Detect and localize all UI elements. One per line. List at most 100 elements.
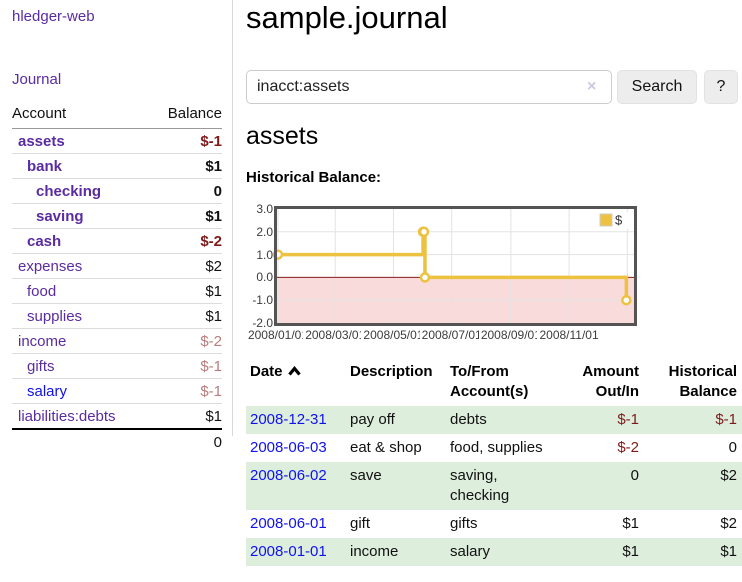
sidebar-item-journal[interactable]: Journal — [12, 71, 62, 88]
x-tick-label: 2008/01/01 — [245, 328, 310, 342]
account-link-gifts[interactable]: gifts — [27, 357, 55, 375]
y-tick-label: 0.0 — [256, 270, 273, 285]
y-tick-label: 2.0 — [256, 224, 273, 239]
accounts-table-header: Account Balance — [12, 101, 222, 129]
x-tick-label: 2008/07/01 — [419, 328, 484, 342]
account-row: expenses $2 — [12, 254, 222, 279]
column-header-description[interactable]: Description — [350, 363, 433, 380]
transaction-date-link[interactable]: 2008-01-01 — [250, 543, 327, 560]
account-balance: $1 — [205, 157, 222, 175]
account-row: bank $1 — [12, 154, 222, 179]
account-link-liabilities-debts[interactable]: liabilities:debts — [18, 407, 116, 425]
account-link-bank[interactable]: bank — [27, 157, 63, 175]
transaction-date-cell: 2008-12-31 — [246, 406, 346, 434]
page-title: sample.journal — [246, 0, 448, 35]
account-row: saving $1 — [12, 204, 222, 229]
transaction-amount: $-2 — [617, 439, 639, 456]
account-row: supplies $1 — [12, 304, 222, 329]
transaction-row: 2008-01-01 income salary $1 $1 — [246, 538, 742, 566]
transactions-header-row: Date Description To/From Account(s) Amou… — [246, 358, 742, 406]
app-brand-link[interactable]: hledger-web — [12, 8, 95, 25]
account-balance: $-2 — [200, 332, 222, 350]
account-balance: $1 — [205, 307, 222, 325]
main-content: sample.journal × Search ? assets Histori… — [245, 0, 742, 582]
account-link-cash[interactable]: cash — [27, 232, 62, 250]
account-link-assets[interactable]: assets — [18, 132, 65, 150]
transaction-row: 2008-06-03 eat & shop food, supplies $-2 0 — [246, 434, 742, 462]
account-link-food[interactable]: food — [27, 282, 57, 300]
transaction-amount: $-1 — [617, 411, 639, 428]
transaction-row: 2008-06-02 save saving, checking 0 $2 — [246, 462, 742, 510]
clear-search-icon[interactable]: × — [587, 78, 597, 95]
transaction-accounts: salary — [450, 543, 491, 560]
account-balance: $1 — [205, 407, 222, 425]
search-button[interactable]: Search — [617, 70, 697, 104]
chart-title: Historical Balance: — [246, 169, 382, 186]
transaction-date-cell: 2008-06-02 — [246, 462, 346, 510]
data-point-marker — [621, 294, 632, 306]
account-balance: $-1 — [200, 357, 222, 375]
account-balance: $2 — [205, 257, 222, 275]
accounts-list: assets $-1 bank $1 checking 0 saving $1 cash $-2 e… — [12, 129, 222, 428]
account-link-salary[interactable]: salary — [27, 382, 68, 400]
column-header-amount[interactable]: Amount Out/In — [582, 363, 639, 400]
y-tick-label: -1.0 — [252, 293, 273, 308]
transaction-description: save — [350, 467, 382, 484]
account-balance: $1 — [205, 282, 222, 300]
y-tick-label: 3.0 — [256, 202, 273, 216]
account-row: assets $-1 — [12, 129, 222, 154]
legend-swatch — [599, 213, 613, 227]
account-link-income[interactable]: income — [18, 332, 67, 350]
account-link-saving[interactable]: saving — [36, 207, 84, 225]
account-balance: 0 — [213, 182, 222, 200]
column-header-date[interactable]: Date — [246, 358, 346, 406]
transaction-date-link[interactable]: 2008-06-01 — [250, 515, 327, 532]
data-point-marker — [418, 226, 430, 238]
account-balance: $-2 — [200, 232, 222, 250]
transaction-accounts: food, supplies — [450, 439, 543, 456]
account-row: income $-2 — [12, 329, 222, 354]
transaction-balance: 0 — [728, 439, 737, 456]
accounts-total: 0 — [12, 428, 222, 456]
plot-border — [274, 206, 637, 326]
transaction-description: income — [350, 543, 399, 560]
transaction-amount: 0 — [630, 467, 639, 484]
transaction-amount: $1 — [622, 543, 639, 560]
transaction-balance: $-1 — [715, 411, 737, 428]
transaction-date-cell: 2008-06-01 — [246, 510, 346, 538]
chart-plot-area: $ — [272, 206, 637, 326]
transaction-date-link[interactable]: 2008-06-02 — [250, 467, 327, 484]
account-balance: $1 — [205, 207, 222, 225]
transaction-description: gift — [350, 515, 371, 532]
x-tick-label: 2008/11/01 — [537, 328, 602, 342]
sidebar: hledger-web Journal Account Balance asse… — [0, 0, 233, 451]
accounts-total-value: 0 — [213, 434, 222, 451]
account-balance: $-1 — [200, 382, 222, 400]
transactions-table: Date Description To/From Account(s) Amou… — [246, 358, 742, 566]
account-row: food $1 — [12, 279, 222, 304]
sort-ascending-icon — [287, 362, 302, 382]
account-link-supplies[interactable]: supplies — [27, 307, 83, 325]
account-link-expenses[interactable]: expenses — [18, 257, 83, 275]
transaction-row: 2008-06-01 gift gifts $1 $2 — [246, 510, 742, 538]
y-tick-label: 1.0 — [256, 247, 273, 262]
accounts-header-account: Account — [12, 105, 67, 122]
search-input[interactable] — [246, 70, 612, 104]
transaction-accounts: saving, checking — [450, 467, 510, 504]
transaction-row: 2008-12-31 pay off debts $-1 $-1 — [246, 406, 742, 434]
date-header-label: Date — [250, 363, 283, 380]
column-header-accounts[interactable]: To/From Account(s) — [450, 363, 529, 400]
x-tick-label: 2008/05/01 — [361, 328, 426, 342]
transaction-balance: $2 — [720, 515, 737, 532]
transaction-date-link[interactable]: 2008-12-31 — [250, 411, 327, 428]
transactions-body: 2008-12-31 pay off debts $-1 $-1 2008-06-03 ea… — [246, 406, 742, 566]
historical-balance-chart: $ 3.0 2.0 1.0 0.0 -1.0 -2.0 2008/01/01 2008/03/… — [245, 200, 742, 352]
column-header-balance[interactable]: Historical Balance — [668, 363, 737, 400]
accounts-panel: Account Balance assets $-1 bank $1 checking 0… — [12, 101, 222, 456]
account-link-checking[interactable]: checking — [36, 182, 102, 200]
transaction-description: pay off — [350, 411, 395, 428]
account-balance: $-1 — [200, 132, 222, 150]
help-button[interactable]: ? — [704, 70, 738, 104]
transaction-date-link[interactable]: 2008-06-03 — [250, 439, 327, 456]
account-row: salary $-1 — [12, 379, 222, 404]
